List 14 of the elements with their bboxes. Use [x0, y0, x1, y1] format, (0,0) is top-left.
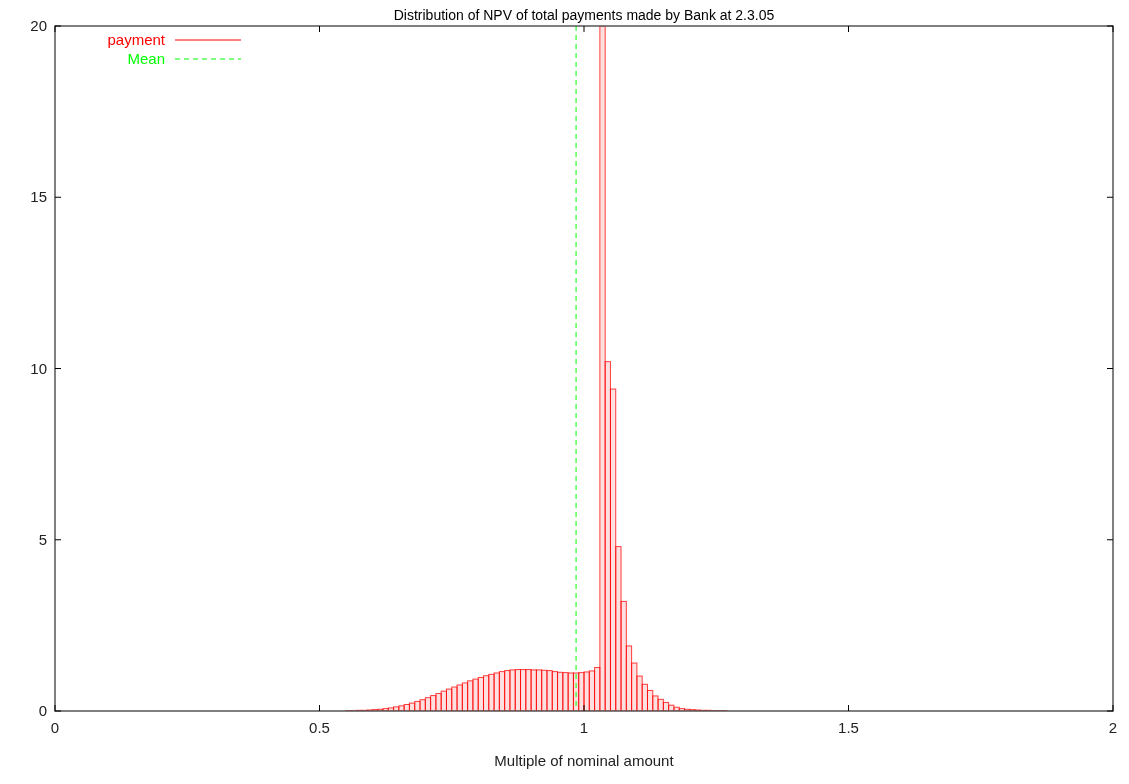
x-tick-label: 0.5 — [309, 719, 330, 736]
x-tick-label: 1.5 — [838, 719, 859, 736]
y-tick-label: 0 — [38, 702, 47, 719]
chart-title: Distribution of NPV of total payments made by Bank at 2.3.05 — [393, 7, 775, 23]
ref-line-label: Mean — [127, 50, 165, 67]
y-tick-label: 10 — [30, 359, 47, 377]
x-tick-label: 1 — [579, 719, 589, 736]
x-axis-title: Multiple of nominal amount — [494, 752, 675, 769]
y-tick-label: 5 — [38, 530, 47, 548]
y-tick-label: 20 — [30, 17, 47, 34]
x-tick-label: 2 — [1108, 719, 1118, 736]
y-tick-label: 15 — [30, 188, 47, 206]
legend-label: payment — [107, 31, 166, 48]
x-tick-label: 0 — [50, 719, 60, 736]
